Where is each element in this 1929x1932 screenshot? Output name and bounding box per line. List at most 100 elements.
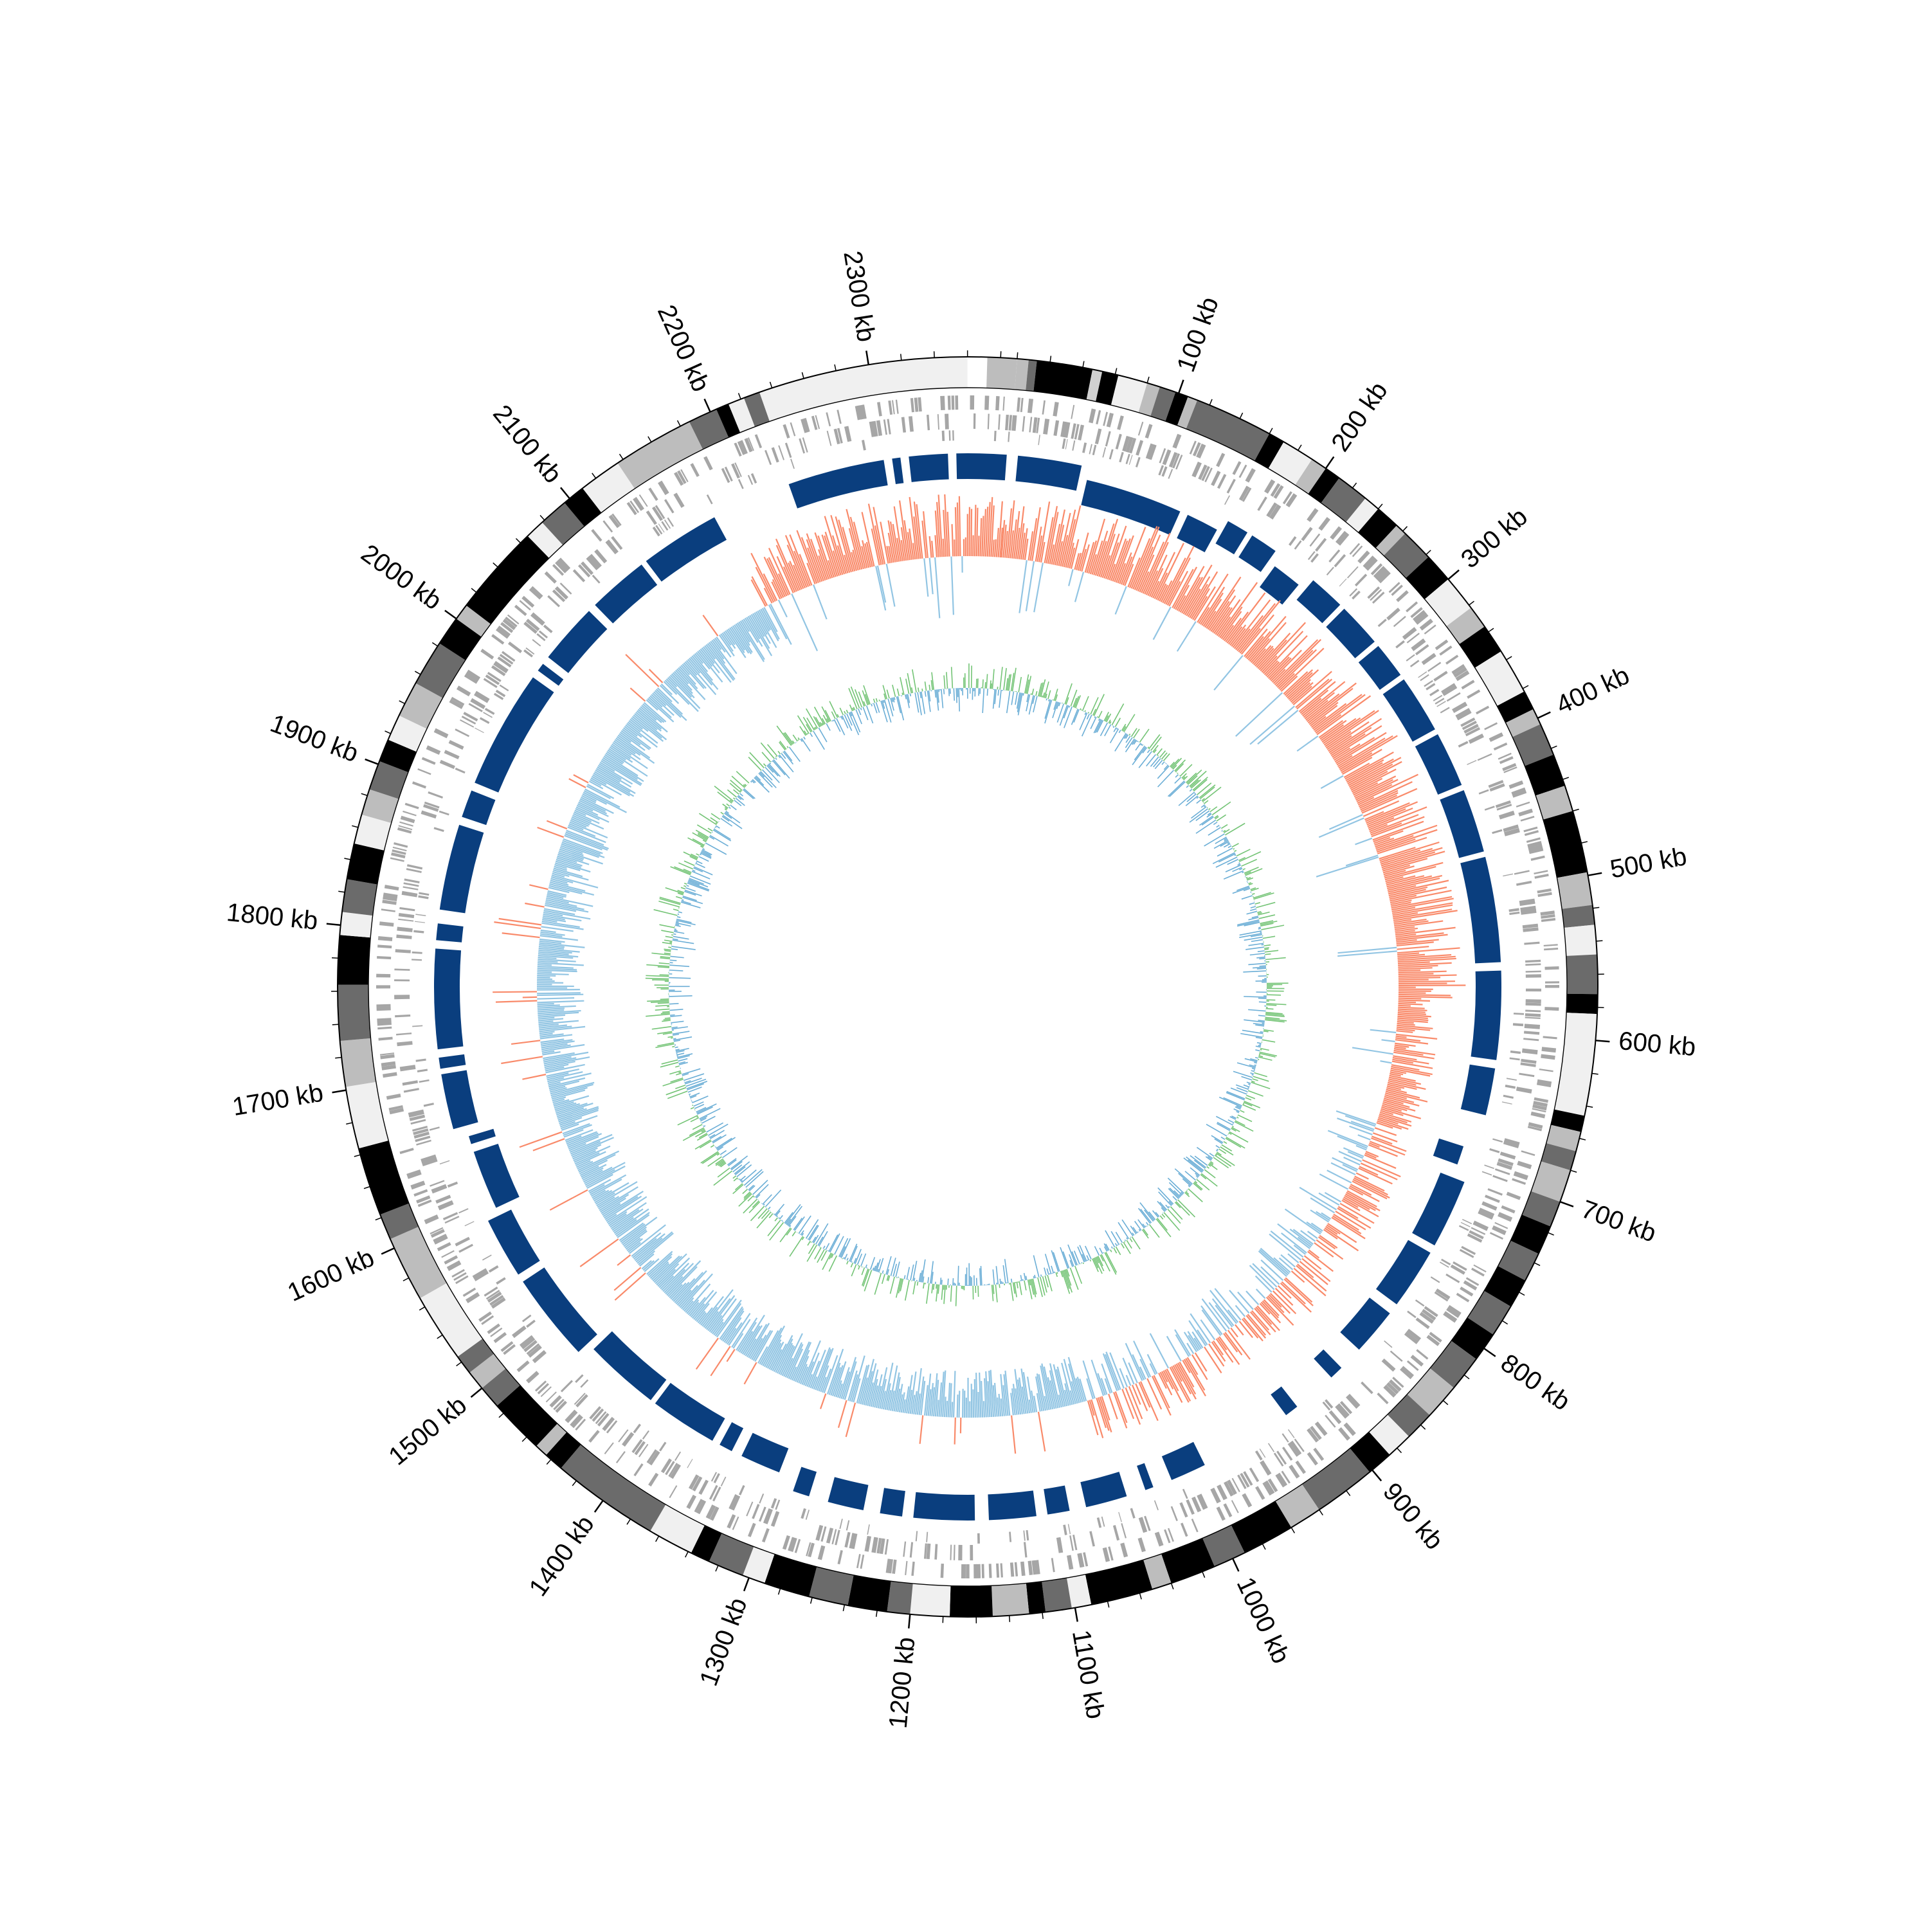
gc-content-bar bbox=[941, 1285, 943, 1299]
gc-content-bar bbox=[1136, 743, 1141, 750]
homology-block bbox=[434, 948, 463, 1049]
gc-content-bar bbox=[1175, 764, 1183, 772]
gc-content-bar bbox=[1094, 694, 1104, 716]
cds-feature bbox=[826, 1528, 833, 1544]
cds-feature bbox=[1307, 1452, 1318, 1466]
gc-content-bar bbox=[1215, 1155, 1231, 1166]
gc-skew-bar bbox=[1370, 1030, 1397, 1033]
gc-content-bar bbox=[1224, 871, 1243, 880]
gc-content-bar bbox=[1131, 728, 1137, 737]
gc-content-bar bbox=[807, 733, 808, 734]
gc-skew-bar bbox=[1328, 1130, 1368, 1146]
cds-feature bbox=[974, 1564, 977, 1578]
gc-content-bar bbox=[1004, 668, 1006, 690]
gc-content-bar bbox=[1033, 1255, 1038, 1277]
gc-content-bar bbox=[956, 1286, 957, 1306]
gc-skew-bar bbox=[846, 1403, 855, 1437]
gc-skew-bar bbox=[878, 566, 885, 602]
gc-content-bar bbox=[674, 867, 691, 874]
cds-feature bbox=[976, 1564, 981, 1578]
cds-feature bbox=[1467, 760, 1476, 765]
cds-feature bbox=[1485, 806, 1495, 811]
gc-content-bar bbox=[999, 1284, 1000, 1288]
gc-content-bar bbox=[810, 733, 813, 737]
cds-feature bbox=[1296, 1461, 1307, 1474]
cds-feature bbox=[1268, 1443, 1274, 1452]
gc-content-bar bbox=[980, 1268, 981, 1286]
gc-content-bar bbox=[751, 781, 752, 782]
gc-content-bar bbox=[1248, 1009, 1265, 1011]
gc-content-bar bbox=[847, 1261, 848, 1264]
cds-feature bbox=[942, 431, 945, 441]
cds-feature bbox=[457, 685, 471, 696]
gc-content-bar bbox=[874, 1273, 881, 1295]
cds-feature bbox=[1519, 1073, 1534, 1078]
gc-content-bar bbox=[1264, 945, 1271, 946]
gc-content-bar bbox=[727, 1159, 736, 1165]
gc-content-bar bbox=[826, 1243, 829, 1250]
cds-feature bbox=[1406, 654, 1415, 661]
cds-feature bbox=[1521, 816, 1535, 822]
gc-skew-bar bbox=[1398, 1009, 1427, 1010]
gc-content-bar bbox=[659, 963, 670, 964]
gc-content-bar bbox=[1247, 1082, 1251, 1083]
cds-feature bbox=[1217, 1506, 1226, 1521]
gc-content-bar bbox=[819, 728, 827, 742]
cds-feature bbox=[403, 886, 418, 890]
gc-content-bar bbox=[1115, 734, 1126, 752]
gc-content-bar bbox=[1240, 1033, 1262, 1037]
cds-feature bbox=[958, 1545, 962, 1560]
cds-feature bbox=[1531, 856, 1545, 861]
gc-content-bar bbox=[938, 1285, 939, 1294]
gc-content-bar bbox=[1227, 843, 1229, 844]
gc-skew-bar bbox=[820, 1394, 826, 1409]
minor-tick bbox=[540, 516, 545, 520]
major-tick bbox=[1448, 570, 1459, 579]
gc-content-bar bbox=[1158, 1187, 1173, 1204]
gc-content-bar bbox=[1156, 1219, 1171, 1237]
homology-block bbox=[1433, 1139, 1463, 1164]
cds-feature bbox=[1352, 545, 1363, 557]
gc-content-bar bbox=[693, 1124, 702, 1130]
cds-feature bbox=[633, 1423, 641, 1433]
gc-content-bar bbox=[1020, 1275, 1022, 1281]
cds-feature bbox=[1439, 646, 1452, 656]
major-tick bbox=[705, 399, 711, 411]
gc-content-bar bbox=[1160, 1216, 1163, 1219]
gc-content-bar bbox=[1072, 709, 1078, 725]
cds-feature bbox=[887, 419, 891, 434]
gc-content-bar bbox=[1099, 719, 1100, 721]
gc-content-bar bbox=[815, 707, 824, 725]
cds-feature bbox=[1136, 457, 1141, 467]
homology-block bbox=[1359, 646, 1400, 690]
gc-skew-bar bbox=[1235, 1324, 1244, 1335]
gc-skew-bar bbox=[1034, 563, 1043, 612]
gc-skew-bar bbox=[630, 688, 645, 701]
homology-block bbox=[741, 1433, 788, 1472]
gc-content-bar bbox=[1142, 745, 1143, 746]
minor-tick bbox=[419, 1307, 425, 1310]
cds-feature bbox=[496, 1277, 506, 1285]
gc-skew-bar bbox=[751, 553, 775, 601]
cds-feature bbox=[1138, 422, 1144, 436]
gc-content-bar bbox=[1221, 1137, 1225, 1140]
cds-feature bbox=[806, 1510, 810, 1520]
minor-tick bbox=[346, 1123, 352, 1124]
cds-feature bbox=[1154, 1500, 1159, 1510]
gc-content-bar bbox=[1262, 944, 1264, 945]
gc-content-bar bbox=[1047, 1275, 1052, 1291]
homology-block bbox=[909, 454, 948, 482]
gc-content-bar bbox=[1191, 807, 1207, 818]
gc-content-bar bbox=[734, 1178, 738, 1181]
minor-tick bbox=[1464, 1375, 1469, 1379]
cds-feature bbox=[937, 414, 939, 429]
gc-content-bar bbox=[1235, 851, 1236, 852]
gc-content-bar bbox=[1011, 1279, 1012, 1283]
cds-feature bbox=[837, 1550, 842, 1564]
major-tick bbox=[1537, 712, 1550, 718]
cds-feature bbox=[934, 1544, 937, 1560]
gc-content-bar bbox=[707, 1123, 723, 1132]
cds-feature bbox=[755, 434, 762, 448]
tick-label: 100 kb bbox=[1172, 293, 1224, 375]
cds-feature bbox=[1224, 495, 1230, 505]
